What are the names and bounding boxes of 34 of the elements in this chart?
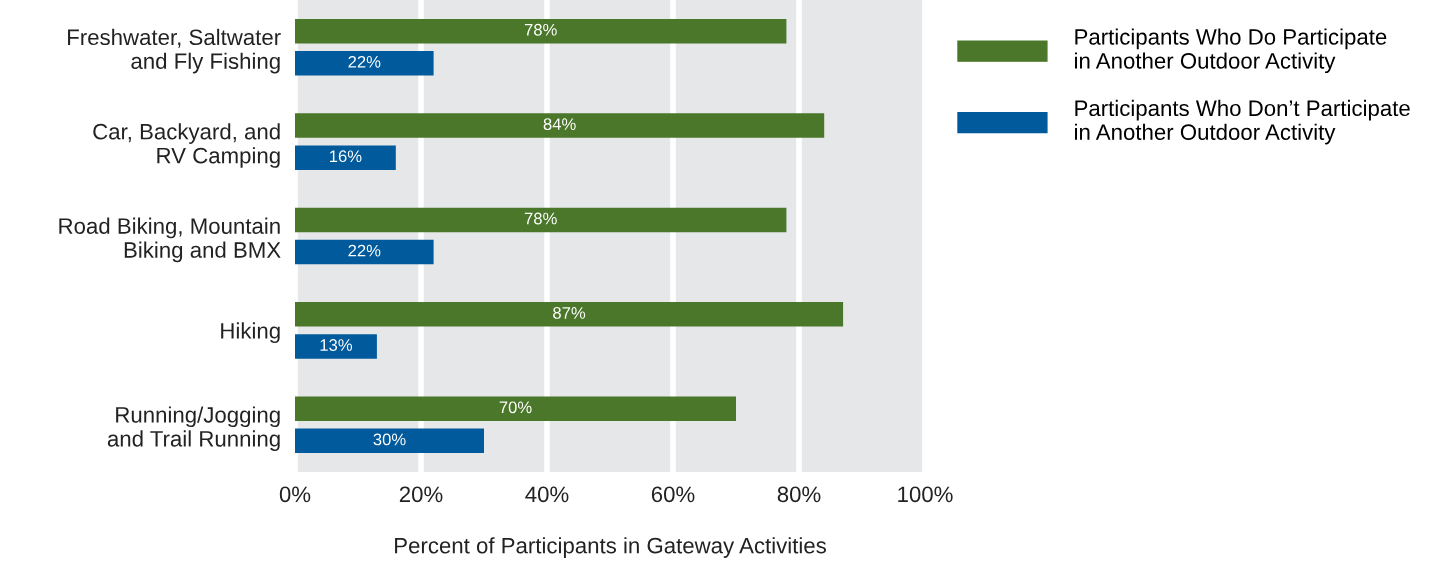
data-label: 78% — [524, 23, 557, 36]
bar — [295, 50, 434, 76]
bar — [295, 239, 434, 265]
y-tick-label: Road Biking, Mountain Biking and BMX — [59, 217, 281, 263]
y-tick-label: Car, Backyard, and RV Camping — [93, 123, 280, 168]
data-label: 87% — [553, 307, 586, 319]
x-tick-label: 100% — [898, 486, 953, 503]
x-tick-label: 40% — [525, 486, 569, 503]
bar — [295, 334, 377, 359]
bar — [295, 302, 844, 327]
y-tick-label: Freshwater, Saltwater and Fly Fishing — [68, 28, 281, 74]
bar — [295, 207, 787, 233]
legend-label: Participants Who Do Participate in Another Outdoor Activity — [1075, 28, 1387, 74]
y-tick-label: Hiking — [221, 322, 280, 344]
data-label: 70% — [499, 401, 532, 414]
bar — [295, 396, 736, 422]
legend-label: Participants Who Don’t Participate in Another Outdoor Activity — [1075, 99, 1410, 145]
data-label: 16% — [329, 150, 362, 163]
x-tick-label: 80% — [777, 486, 821, 503]
bar — [295, 113, 825, 138]
x-axis-title: Percent of Participants in Gateway Activities — [395, 537, 826, 558]
bar — [295, 18, 787, 44]
data-label: 22% — [348, 55, 381, 68]
x-tick-label: 20% — [399, 486, 443, 503]
y-tick-label: Running/Jogging and Trail Running — [107, 406, 280, 452]
data-label: 13% — [320, 339, 353, 351]
x-tick-label: 0% — [279, 486, 311, 503]
data-label: 84% — [543, 118, 576, 131]
x-tick-label: 60% — [651, 486, 695, 503]
bar — [295, 428, 484, 454]
data-label: 22% — [348, 244, 381, 257]
data-label: 30% — [373, 433, 406, 446]
data-label: 78% — [524, 212, 557, 225]
bar — [295, 145, 396, 170]
